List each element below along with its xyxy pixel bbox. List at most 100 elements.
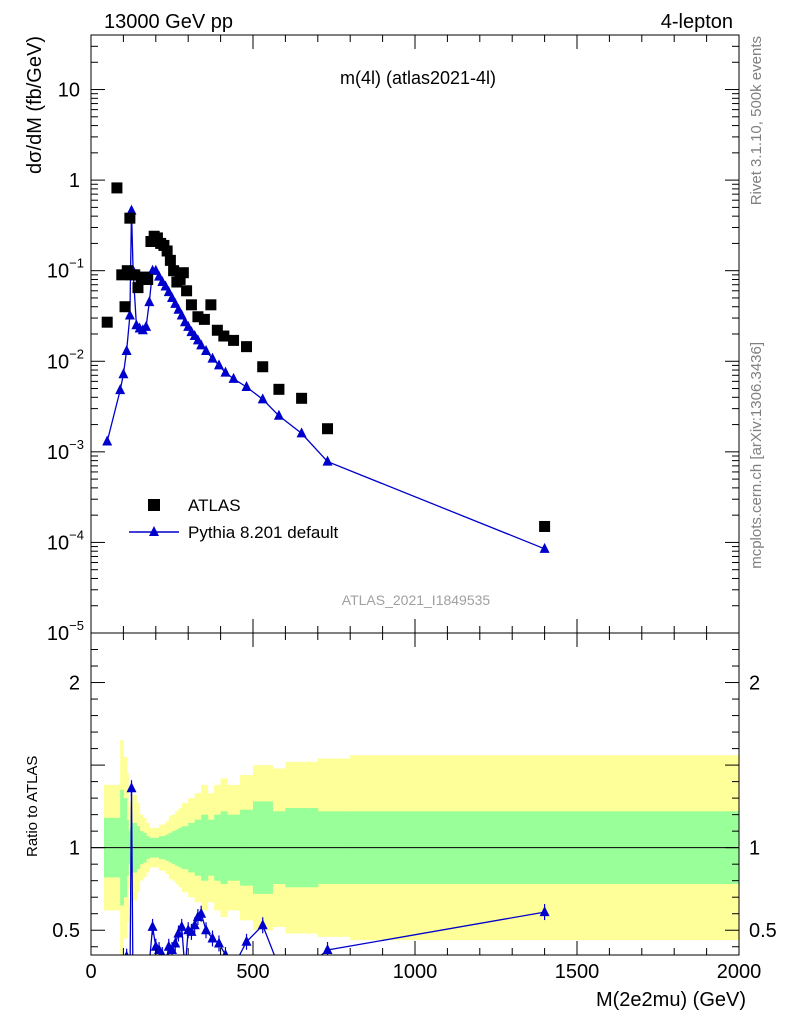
- atlas-point: [296, 392, 308, 404]
- x-tick-label: 1500: [555, 961, 600, 983]
- main-ylabel: dσ/dM (fb/GeV): [24, 36, 46, 174]
- atlas-point: [111, 182, 123, 194]
- ratio-point: [222, 949, 229, 955]
- ratio-axes: 0.5 0.5 1 1 2 2 0 500 1000 1500 2000: [52, 632, 777, 983]
- atlas-point: [174, 273, 186, 285]
- ratio-point: [128, 994, 138, 1004]
- pythia-point: [102, 435, 113, 446]
- atlas-point: [177, 267, 189, 279]
- x-tick-label: 1000: [393, 961, 438, 983]
- ratio-point: [322, 944, 333, 955]
- pythia-point: [228, 372, 239, 383]
- ratio-point: [141, 974, 151, 984]
- pythia-point: [220, 366, 231, 377]
- pythia-point: [322, 455, 333, 466]
- ratio-point: [539, 906, 550, 917]
- pythia-point: [257, 393, 268, 404]
- pythia-point: [201, 344, 212, 355]
- atlas-point: [119, 301, 131, 313]
- x-tick-label: 0: [85, 961, 96, 983]
- legend-label-atlas: ATLAS: [188, 496, 241, 515]
- atlas-point: [211, 324, 223, 336]
- pythia-point: [124, 309, 135, 320]
- ratio-point: [189, 919, 200, 930]
- ratio-point: [144, 957, 154, 967]
- atlas-point: [101, 316, 113, 328]
- ratio-ytick-label-right: 0.5: [749, 920, 777, 942]
- pythia-point: [121, 344, 132, 355]
- ratio-point: [180, 964, 190, 974]
- side-labels: Rivet 3.1.10, 500k events mcplots.cern.c…: [748, 36, 765, 569]
- pythia-point: [126, 204, 137, 215]
- x-axis-label: M(2e2mu) (GeV): [596, 989, 746, 1011]
- ratio-point: [161, 957, 171, 967]
- pythia-point: [273, 409, 284, 420]
- legend-marker-pythia: [149, 526, 159, 536]
- atlas-point: [322, 423, 334, 435]
- main-axes: 10 1 10−1 10−2 10−3 10−4 10−5: [47, 34, 740, 645]
- main-ytick-label: 10−3: [47, 437, 84, 464]
- main-ytick-label: 10−2: [47, 346, 84, 373]
- main-ytick-label: 10−1: [47, 256, 84, 283]
- ratio-point: [147, 920, 158, 931]
- atlas-point: [273, 383, 285, 395]
- ratio-point: [201, 924, 212, 935]
- pythia-point: [141, 320, 152, 331]
- ratio-point: [135, 957, 145, 967]
- atlas-point: [218, 330, 230, 342]
- atlas-point: [142, 273, 154, 285]
- ratio-point: [297, 966, 307, 976]
- watermark: ATLAS_2021_I1849535: [342, 592, 491, 608]
- main-plot-area: [101, 182, 551, 553]
- header-right: 4-lepton: [661, 11, 733, 33]
- pythia-point: [176, 309, 187, 320]
- main-panel: m(4l) (atlas2021-4l) ATLAS_2021_I1849535…: [24, 34, 740, 645]
- pythia-point: [213, 359, 224, 370]
- ratio-ytick-label-right: 2: [749, 673, 760, 695]
- x-tick-label: 500: [236, 961, 269, 983]
- pythia-point: [296, 427, 307, 438]
- atlas-point: [257, 361, 269, 373]
- header-left: 13000 GeV pp: [104, 11, 233, 33]
- pythia-point: [144, 296, 155, 307]
- atlas-point: [241, 341, 253, 353]
- ratio-point: [126, 782, 137, 793]
- ratio-point: [167, 944, 177, 955]
- atlas-point: [198, 313, 210, 325]
- atlas-point: [205, 299, 217, 311]
- pythia-point: [115, 384, 126, 395]
- atlas-point: [181, 285, 193, 297]
- ratio-point: [159, 949, 166, 955]
- pythia-point: [207, 352, 218, 363]
- ratio-point: [124, 950, 129, 955]
- atlas-point: [168, 265, 180, 277]
- ratio-ytick-label-right: 1: [749, 838, 760, 860]
- pythia-point: [196, 339, 207, 350]
- mcplots-label: mcplots.cern.ch [arXiv:1306.3436]: [748, 342, 765, 569]
- ratio-point: [131, 966, 141, 976]
- atlas-point: [158, 239, 170, 251]
- ratio-point: [173, 927, 184, 938]
- atlas-point: [228, 334, 240, 346]
- ratio-point: [241, 935, 252, 946]
- atlas-point: [192, 311, 204, 323]
- legend-marker-atlas: [148, 499, 160, 511]
- pythia-point: [241, 380, 252, 391]
- ratio-point: [274, 961, 284, 971]
- main-ytick-label: 10−5: [47, 618, 84, 645]
- atlas-point: [129, 269, 141, 281]
- atlas-point: [124, 212, 136, 224]
- atlas-point: [185, 299, 197, 311]
- ratio-point: [118, 957, 128, 967]
- atlas-point: [116, 269, 128, 281]
- ratio-point: [176, 920, 187, 931]
- legend-label-pythia: Pythia 8.201 default: [188, 523, 339, 542]
- ratio-ytick-label-left: 2: [69, 673, 80, 695]
- pythia-point: [118, 368, 129, 379]
- ratio-panel: 0.5 0.5 1 1 2 2 0 500 1000 1500 2000 Ratio to ATLA…: [24, 632, 777, 1011]
- main-ytick-label: 10: [58, 80, 80, 102]
- atlas-point: [161, 245, 173, 257]
- ratio-point: [213, 937, 224, 948]
- ratio-point: [125, 982, 135, 992]
- ratio-point: [170, 937, 181, 948]
